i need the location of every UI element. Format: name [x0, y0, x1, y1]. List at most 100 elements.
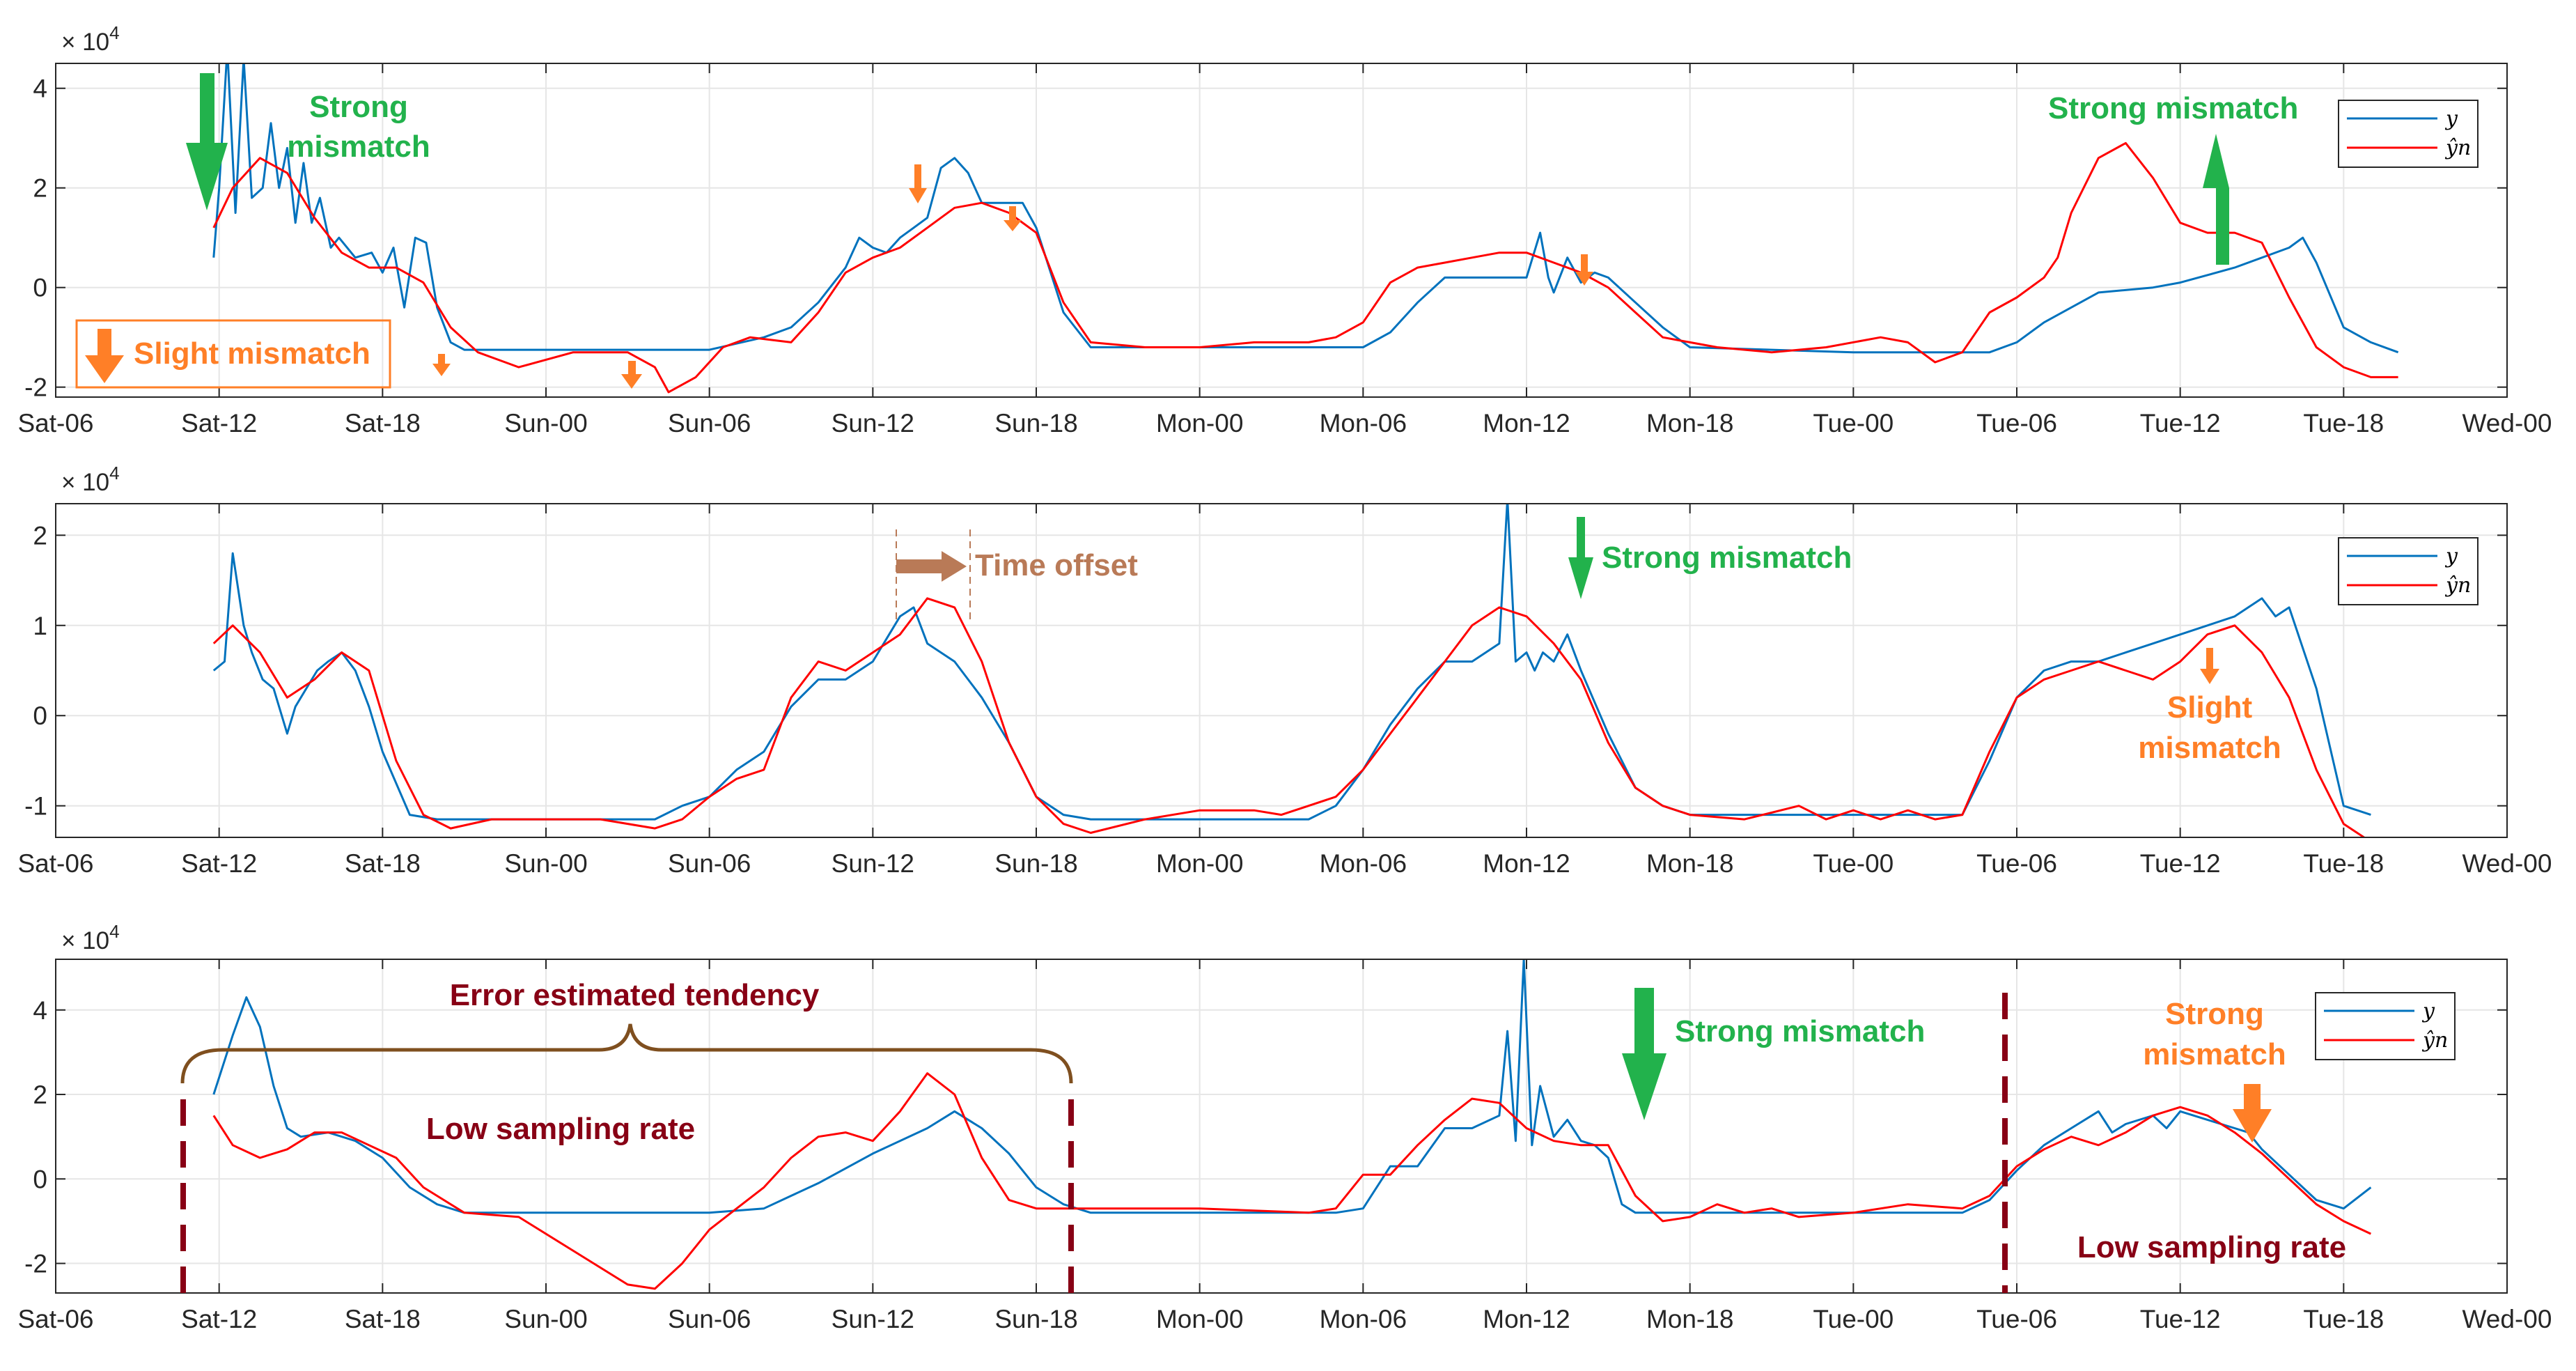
x-tick-label: Mon-00: [1156, 849, 1243, 878]
x-tick-label: Mon-12: [1483, 409, 1570, 437]
x-tick-label: Wed-00: [2462, 1305, 2552, 1333]
y-tick-label: 4: [33, 996, 47, 1025]
x-tick-label: Sat-12: [181, 849, 257, 878]
panel-3-annotations: Error estimated tendency Low sampling ra…: [180, 978, 2346, 1293]
orange-small-arrow-icon: [909, 164, 927, 203]
y-tick-label: -2: [24, 1250, 47, 1278]
x-tick-label: Tue-06: [1976, 409, 2057, 437]
x-tick-label: Sat-12: [181, 1305, 257, 1333]
panel-2-grid: [55, 504, 2508, 837]
panel-3-exponent-label: × 104: [61, 921, 120, 954]
x-tick-label: Wed-00: [2462, 849, 2552, 878]
x-tick-label: Sun-18: [994, 849, 1077, 878]
x-tick-label: Sat-12: [181, 409, 257, 437]
y-tick-label: 2: [33, 174, 47, 203]
panel-2: Sat-06 Sat-12 Sat-18 Sun-00 Sun-06 Sun-12 Sun-…: [17, 463, 2552, 878]
legend-yhat-label: ŷn: [2444, 136, 2471, 160]
annotation-strong-mismatch: mismatch: [287, 130, 430, 164]
annotation-slight-mismatch: Slight mismatch: [134, 336, 370, 371]
panel-3-axes-box: [55, 959, 2508, 1294]
x-tick-label: Mon-18: [1646, 409, 1733, 437]
annotation-strong-mismatch: Strong mismatch: [1602, 541, 1852, 575]
legend-y-label: y: [2421, 999, 2435, 1023]
x-tick-label: Sat-18: [345, 849, 421, 878]
legend-y-label: y: [2444, 544, 2458, 568]
x-tick-label: Sat-18: [345, 409, 421, 437]
x-tick-label: Tue-00: [1813, 409, 1894, 437]
panel-2-legend: y ŷn: [2338, 537, 2479, 605]
y-tick-label: -1: [24, 792, 47, 821]
legend-yhat-label: ŷn: [2444, 573, 2471, 598]
panel-2-axes-box: [55, 503, 2508, 838]
series-yhat-line: [212, 597, 2366, 837]
series-y-line: [212, 504, 2371, 821]
x-tick-label: Tue-12: [2140, 849, 2221, 878]
panel-1-exponent-label: × 104: [61, 22, 120, 56]
x-tick-label: Sat-06: [17, 409, 93, 437]
x-tick-label: Sun-18: [994, 1305, 1077, 1333]
annotation-strong-mismatch: Strong mismatch: [2048, 91, 2298, 125]
svg-text:× 104: × 104: [61, 22, 120, 56]
annotation-time-offset: Time offset: [975, 548, 1138, 582]
x-tick-label: Sun-00: [504, 849, 587, 878]
green-down-arrow-icon: [1622, 988, 1666, 1120]
x-tick-label: Sun-06: [668, 849, 751, 878]
x-tick-label: Tue-18: [2303, 849, 2384, 878]
x-tick-label: Tue-18: [2303, 409, 2384, 437]
x-tick-label: Sat-06: [17, 1305, 93, 1333]
y-tick-label: 0: [33, 1165, 47, 1193]
x-tick-label: Wed-00: [2462, 409, 2552, 437]
x-tick-label: Sun-12: [832, 409, 914, 437]
panel-3-plot: [212, 959, 2372, 1290]
brown-right-arrow-icon: [896, 551, 967, 582]
orange-small-arrow-icon: [1575, 254, 1593, 286]
series-yhat-line: [212, 1072, 2372, 1290]
panel-3-legend: y ŷn: [2315, 992, 2456, 1060]
x-tick-label: Mon-00: [1156, 409, 1243, 437]
x-tick-label: Sun-12: [832, 1305, 914, 1333]
orange-down-arrow-icon: [85, 329, 124, 383]
curly-brace-icon: [180, 1023, 1073, 1084]
x-tick-label: Tue-18: [2303, 1305, 2384, 1333]
panel-2-exponent-label: × 104: [61, 463, 120, 496]
x-tick-label: Sat-18: [345, 1305, 421, 1333]
panel-1-grid: [55, 63, 2508, 397]
y-tick-label: 2: [33, 521, 47, 550]
y-tick-label: 1: [33, 612, 47, 640]
orange-small-arrow-icon: [432, 354, 451, 376]
panel-2-annotations: Time offset Strong mismatch Slight misma…: [896, 517, 2281, 765]
annotation-strong-mismatch: Strong: [2165, 997, 2264, 1031]
x-tick-label: Sun-12: [832, 849, 914, 878]
orange-small-arrow-icon: [2200, 648, 2219, 684]
y-tick-label: 4: [33, 75, 47, 103]
annotation-strong-mismatch: mismatch: [2143, 1037, 2286, 1071]
panel-1-axes-box: [55, 63, 2508, 398]
panel-3: Sat-06 Sat-12 Sat-18 Sun-00 Sun-06 Sun-12 Sun-…: [17, 921, 2552, 1333]
x-tick-label: Mon-12: [1483, 1305, 1570, 1333]
green-down-arrow-icon: [186, 73, 228, 210]
panel-2-plot: [212, 504, 2371, 837]
x-tick-label: Sun-18: [994, 409, 1077, 437]
x-tick-label: Sat-06: [17, 849, 93, 878]
orange-down-arrow-icon: [2233, 1084, 2272, 1142]
x-tick-label: Tue-12: [2140, 1305, 2221, 1333]
x-tick-label: Mon-06: [1320, 1305, 1407, 1333]
x-tick-label: Sun-00: [504, 1305, 587, 1333]
svg-text:× 104: × 104: [61, 463, 120, 496]
green-up-arrow-icon: [2203, 134, 2229, 265]
x-tick-label: Mon-18: [1646, 849, 1733, 878]
x-tick-label: Tue-06: [1976, 849, 2057, 878]
x-tick-label: Tue-12: [2140, 409, 2221, 437]
annotation-slight-mismatch: mismatch: [2138, 731, 2281, 765]
series-yhat-line: [212, 141, 2398, 394]
panel-1-legend: y ŷn: [2338, 100, 2479, 168]
annotation-strong-mismatch: Strong mismatch: [1675, 1014, 1925, 1048]
panel-1-ticks: Sat-06 Sat-12 Sat-18 Sun-00 Sun-06 Sun-12 Sun-…: [17, 63, 2552, 437]
y-tick-label: 0: [33, 274, 47, 302]
panel-2-ticks: Sat-06 Sat-12 Sat-18 Sun-00 Sun-06 Sun-12 Sun-…: [17, 504, 2552, 878]
annotation-low-sampling-rate: Low sampling rate: [2077, 1230, 2346, 1264]
panel-1: Sat-06 Sat-12 Sat-18 Sun-00 Sun-06 Sun-12 Sun-…: [17, 22, 2552, 437]
panel-1-annotations: Strong mismatch Slight mismatch Strong m…: [75, 73, 2298, 389]
x-tick-label: Mon-06: [1320, 409, 1407, 437]
